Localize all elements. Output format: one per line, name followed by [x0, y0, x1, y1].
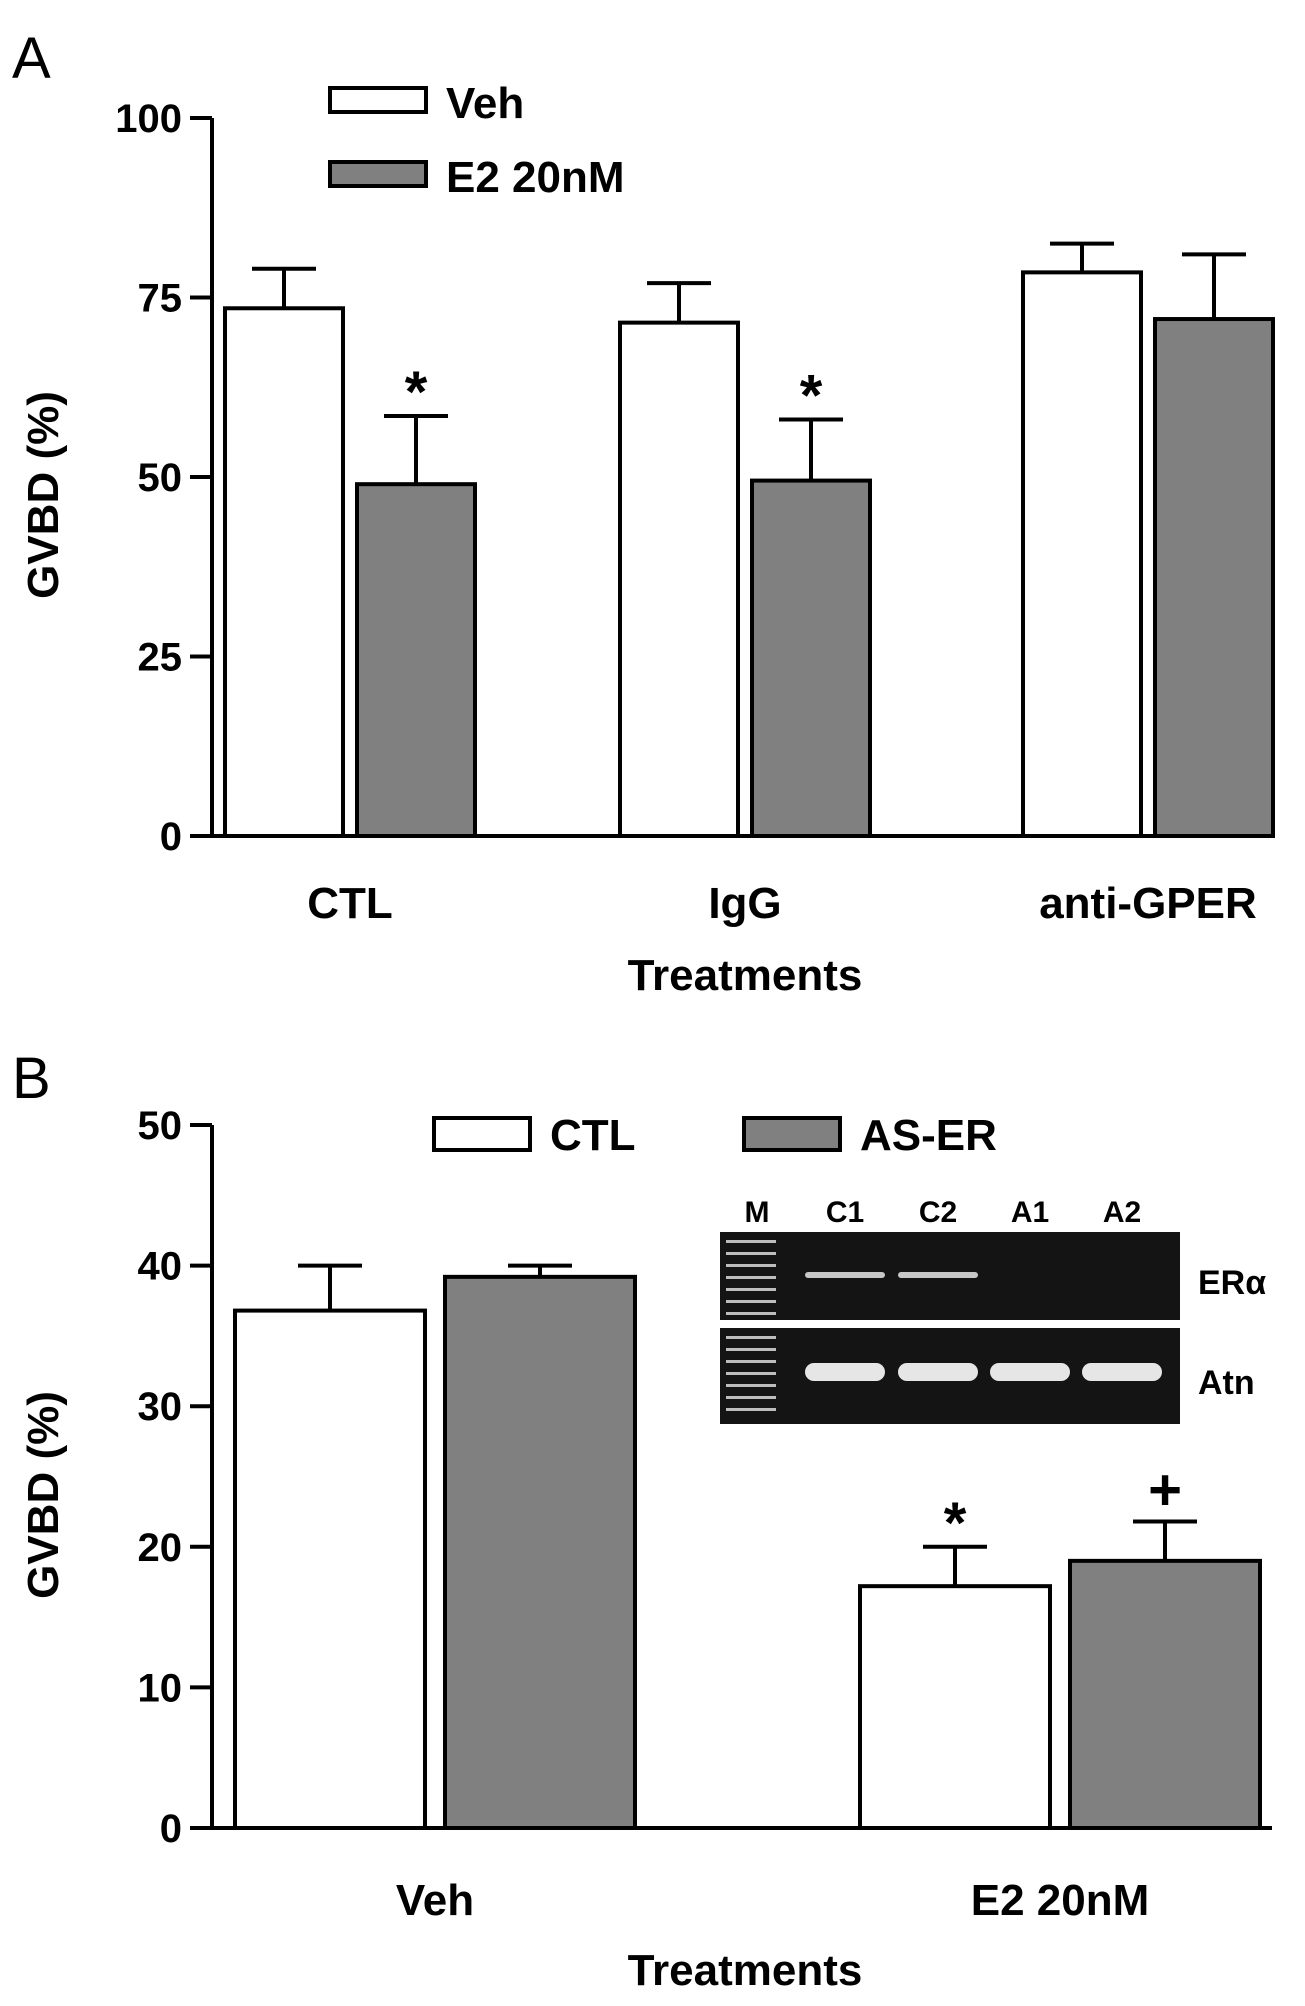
legend-swatch-ctl	[432, 1116, 532, 1152]
marker-ladder-band	[726, 1300, 776, 1303]
legend-label-as-er: AS-ER	[860, 1111, 997, 1160]
category-label: anti-GPER	[1039, 879, 1257, 928]
marker-ladder-band	[726, 1360, 776, 1363]
marker-ladder-band	[726, 1384, 776, 1387]
y-tick-label: 75	[138, 277, 183, 321]
marker-ladder-band	[726, 1408, 776, 1411]
marker-ladder-band	[726, 1252, 776, 1255]
gel-band	[1082, 1363, 1162, 1381]
category-label: CTL	[307, 879, 393, 928]
marker-ladder-band	[726, 1312, 776, 1315]
gel-bands	[805, 1272, 1162, 1381]
panel-b-y-ticks: 0 10 20 30 40 50	[138, 1104, 212, 1851]
panel-b-bars: *+	[233, 1263, 1262, 1831]
legend-label-veh: Veh	[446, 79, 524, 128]
marker-ladder-band	[726, 1264, 776, 1267]
y-tick-label: 0	[160, 1807, 182, 1851]
marker-ladder-band	[726, 1288, 776, 1291]
panel-letter-a: A	[12, 26, 51, 91]
significance-marker: *	[800, 364, 823, 429]
legend-swatch-as-er	[742, 1116, 842, 1152]
bar	[750, 478, 872, 838]
y-tick-label: 50	[138, 456, 183, 500]
y-tick-label: 10	[138, 1666, 183, 1710]
gel-band	[805, 1272, 885, 1278]
gel-lane-labels: M C1 C2 A1 A2	[745, 1196, 1142, 1229]
bar	[233, 1308, 427, 1831]
bar	[618, 320, 740, 838]
panel-b-x-axis-title: Treatments	[628, 1946, 863, 1995]
gel-label-er-alpha: ERα	[1198, 1264, 1266, 1302]
y-tick-label: 20	[138, 1526, 183, 1570]
legend-label-e2: E2 20nM	[446, 153, 625, 202]
gel-lane-label: M	[745, 1196, 770, 1229]
significance-marker: *	[405, 360, 428, 425]
panel-b-category-labels: Veh E2 20nM	[396, 1876, 1149, 1925]
marker-ladder-band	[726, 1240, 776, 1243]
inset-gel: M C1 C2 A1 A2 ERα Atn	[720, 1196, 1266, 1424]
bar	[1021, 270, 1143, 838]
gel-label-atn: Atn	[1198, 1364, 1255, 1402]
gel-band	[898, 1272, 978, 1278]
significance-marker: +	[1148, 1457, 1182, 1522]
gel-lane-label: C1	[826, 1196, 864, 1229]
panel-a-legend: Veh E2 20nM	[328, 79, 625, 202]
bar	[443, 1274, 637, 1830]
panel-a-y-ticks: 0 25 50 75 100	[115, 97, 212, 859]
marker-ladder-band	[726, 1372, 776, 1375]
gel-marker-ladder	[726, 1240, 776, 1411]
y-tick-label: 0	[160, 815, 182, 859]
panel-a-y-axis-title: GVBD (%)	[19, 391, 68, 599]
bar	[355, 482, 477, 838]
panel-b-legend: CTL AS-ER	[432, 1111, 997, 1160]
panel-a-bars: * *	[223, 241, 1275, 839]
category-label: Veh	[396, 1876, 474, 1925]
panel-a-category-labels: CTL IgG anti-GPER	[307, 879, 1257, 928]
legend-swatch-e2	[328, 160, 428, 188]
y-tick-label: 40	[138, 1245, 183, 1289]
marker-ladder-band	[726, 1348, 776, 1351]
panel-b-y-axis-title: GVBD (%)	[19, 1391, 68, 1599]
gel-lane-label: A2	[1103, 1196, 1141, 1229]
gel-band	[898, 1363, 978, 1381]
marker-ladder-band	[726, 1396, 776, 1399]
y-tick-label: 100	[115, 97, 182, 141]
y-tick-label: 25	[138, 636, 183, 680]
legend-label-ctl: CTL	[550, 1111, 636, 1160]
panel-letter-b: B	[12, 1046, 51, 1111]
y-tick-label: 50	[138, 1104, 183, 1148]
gel-band	[805, 1363, 885, 1381]
panel-a-x-axis-title: Treatments	[628, 951, 863, 1000]
bar	[1153, 317, 1275, 839]
gel-lane-label: C2	[919, 1196, 957, 1229]
marker-ladder-band	[726, 1276, 776, 1279]
significance-marker: *	[944, 1491, 967, 1556]
gel-band	[990, 1363, 1070, 1381]
gel-lane-label: A1	[1011, 1196, 1049, 1229]
category-label: E2 20nM	[971, 1876, 1150, 1925]
marker-ladder-band	[726, 1336, 776, 1339]
bar	[1068, 1558, 1262, 1830]
bar	[223, 306, 345, 838]
category-label: IgG	[708, 879, 781, 928]
bar	[858, 1584, 1052, 1830]
y-tick-label: 30	[138, 1385, 183, 1429]
legend-swatch-veh	[328, 86, 428, 114]
